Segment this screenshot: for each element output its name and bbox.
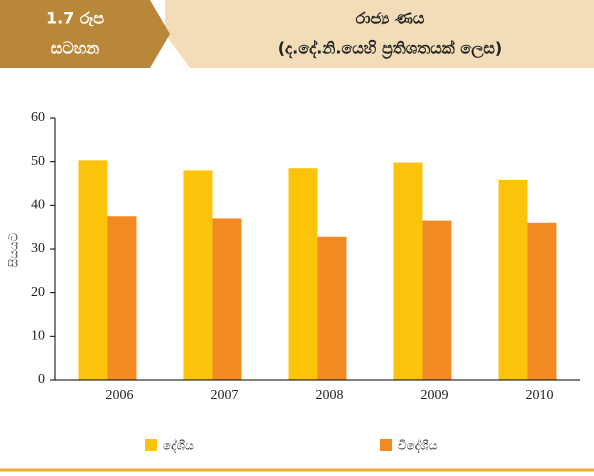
figure-label: 1.7 රූප [46, 9, 104, 28]
x-tick-label: 2007 [211, 388, 239, 403]
title-banner [165, 0, 594, 68]
bar [107, 216, 137, 380]
bar [78, 160, 108, 380]
bar [317, 236, 347, 380]
legend-label: දේශීය [163, 438, 194, 452]
x-tick-label: 2008 [316, 388, 344, 403]
y-tick-label: 20 [31, 285, 45, 300]
figure-label: සටහන [51, 39, 100, 58]
figure-label-box [0, 0, 170, 68]
chart-title: රාජ්‍ය ණය [356, 9, 425, 28]
bar [422, 220, 452, 380]
x-tick-label: 2010 [526, 388, 554, 403]
y-tick-label: 10 [31, 329, 45, 344]
y-tick-label: 30 [31, 241, 45, 256]
bar [288, 168, 318, 380]
y-axis-label: සියයට [7, 232, 21, 267]
y-tick-label: 0 [38, 372, 45, 387]
bar [212, 218, 242, 380]
x-tick-label: 2009 [421, 388, 449, 403]
legend-swatch [145, 439, 157, 451]
y-tick-label: 40 [31, 198, 45, 213]
legend-swatch [380, 439, 392, 451]
bar [527, 222, 557, 380]
bar [393, 162, 423, 380]
bar [183, 170, 213, 380]
bar [498, 180, 528, 380]
chart-subtitle: (ද.දේ.නි.යෙහි ප්‍රතිශතයක් ලෙස) [278, 39, 502, 60]
y-tick-label: 50 [31, 154, 45, 169]
x-tick-label: 2006 [106, 388, 134, 403]
y-tick-label: 60 [31, 110, 45, 125]
legend-label: විදේශීය [398, 438, 438, 452]
